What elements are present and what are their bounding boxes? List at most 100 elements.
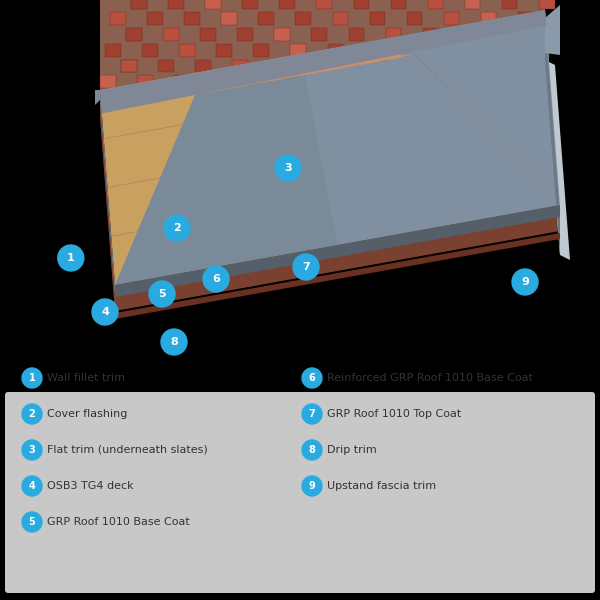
- Text: 7: 7: [302, 262, 310, 272]
- Polygon shape: [274, 28, 290, 41]
- Polygon shape: [137, 75, 152, 88]
- Text: 9: 9: [308, 481, 316, 491]
- Polygon shape: [534, 28, 550, 41]
- Polygon shape: [242, 0, 258, 10]
- Polygon shape: [359, 75, 375, 88]
- Polygon shape: [349, 28, 364, 41]
- Polygon shape: [444, 13, 460, 25]
- Polygon shape: [539, 0, 554, 10]
- Polygon shape: [434, 75, 449, 88]
- Circle shape: [92, 299, 118, 325]
- Polygon shape: [115, 205, 560, 311]
- Polygon shape: [386, 28, 401, 41]
- Text: 8: 8: [308, 445, 316, 455]
- Polygon shape: [401, 44, 417, 56]
- Text: Wall fillet trim: Wall fillet trim: [47, 373, 125, 383]
- Polygon shape: [184, 13, 200, 25]
- Text: 1: 1: [29, 373, 35, 383]
- Polygon shape: [259, 13, 274, 25]
- Polygon shape: [216, 44, 232, 56]
- Polygon shape: [460, 28, 475, 41]
- Circle shape: [302, 440, 322, 460]
- Polygon shape: [513, 44, 529, 56]
- Polygon shape: [332, 13, 348, 25]
- Polygon shape: [508, 75, 523, 88]
- Polygon shape: [380, 59, 396, 72]
- Polygon shape: [115, 233, 560, 319]
- Polygon shape: [131, 0, 146, 10]
- Polygon shape: [195, 59, 211, 72]
- Polygon shape: [237, 28, 253, 41]
- Polygon shape: [295, 13, 311, 25]
- Polygon shape: [121, 59, 137, 72]
- Polygon shape: [344, 59, 359, 72]
- Polygon shape: [502, 0, 517, 10]
- Polygon shape: [316, 0, 332, 10]
- Text: 4: 4: [29, 481, 35, 491]
- Polygon shape: [465, 0, 481, 10]
- Polygon shape: [545, 60, 570, 260]
- Circle shape: [302, 476, 322, 496]
- Polygon shape: [205, 0, 221, 10]
- Polygon shape: [353, 0, 369, 10]
- Polygon shape: [232, 59, 248, 72]
- Text: Cover flashing: Cover flashing: [47, 409, 127, 419]
- Polygon shape: [497, 28, 512, 41]
- Polygon shape: [147, 13, 163, 25]
- Polygon shape: [476, 44, 491, 56]
- Circle shape: [164, 215, 190, 241]
- Polygon shape: [200, 28, 216, 41]
- Polygon shape: [269, 59, 285, 72]
- Polygon shape: [100, 90, 115, 302]
- Polygon shape: [545, 5, 560, 55]
- Circle shape: [58, 245, 84, 271]
- Text: 6: 6: [308, 373, 316, 383]
- Polygon shape: [105, 44, 121, 56]
- Polygon shape: [328, 44, 343, 56]
- Polygon shape: [110, 13, 125, 25]
- Circle shape: [512, 269, 538, 295]
- Text: Flat trim (underneath slates): Flat trim (underneath slates): [47, 445, 208, 455]
- Text: 3: 3: [284, 163, 292, 173]
- Polygon shape: [391, 0, 406, 10]
- Text: 8: 8: [170, 337, 178, 347]
- Text: 1: 1: [67, 253, 74, 263]
- Circle shape: [22, 476, 42, 496]
- Text: GRP Roof 1010 Base Coat: GRP Roof 1010 Base Coat: [47, 517, 190, 527]
- Polygon shape: [471, 75, 487, 88]
- Polygon shape: [126, 28, 142, 41]
- Polygon shape: [253, 44, 269, 56]
- Polygon shape: [115, 55, 560, 285]
- Polygon shape: [100, 10, 546, 113]
- Circle shape: [302, 404, 322, 424]
- Polygon shape: [397, 75, 412, 88]
- Circle shape: [302, 368, 322, 388]
- Polygon shape: [115, 75, 337, 285]
- Polygon shape: [145, 54, 371, 83]
- Circle shape: [149, 281, 175, 307]
- Polygon shape: [115, 205, 560, 297]
- Text: GRP Roof 1010 Top Coat: GRP Roof 1010 Top Coat: [327, 409, 461, 419]
- Polygon shape: [545, 10, 560, 255]
- Text: 4: 4: [101, 307, 109, 317]
- Text: 5: 5: [29, 517, 35, 527]
- Circle shape: [22, 440, 42, 460]
- Polygon shape: [311, 28, 327, 41]
- Polygon shape: [121, 59, 137, 72]
- Text: 5: 5: [158, 289, 166, 299]
- FancyBboxPatch shape: [5, 392, 595, 593]
- Polygon shape: [95, 90, 100, 105]
- Text: Reinforced GRP Roof 1010 Base Coat: Reinforced GRP Roof 1010 Base Coat: [327, 373, 533, 383]
- Polygon shape: [179, 44, 195, 56]
- Text: 7: 7: [308, 409, 316, 419]
- Text: Drip trim: Drip trim: [327, 445, 377, 455]
- Polygon shape: [168, 0, 184, 10]
- Polygon shape: [280, 0, 295, 10]
- Polygon shape: [100, 50, 415, 95]
- Circle shape: [22, 404, 42, 424]
- Polygon shape: [407, 13, 422, 25]
- Polygon shape: [492, 59, 508, 72]
- Text: 2: 2: [173, 223, 181, 233]
- Circle shape: [275, 155, 301, 181]
- Text: OSB3 TG4 deck: OSB3 TG4 deck: [47, 481, 134, 491]
